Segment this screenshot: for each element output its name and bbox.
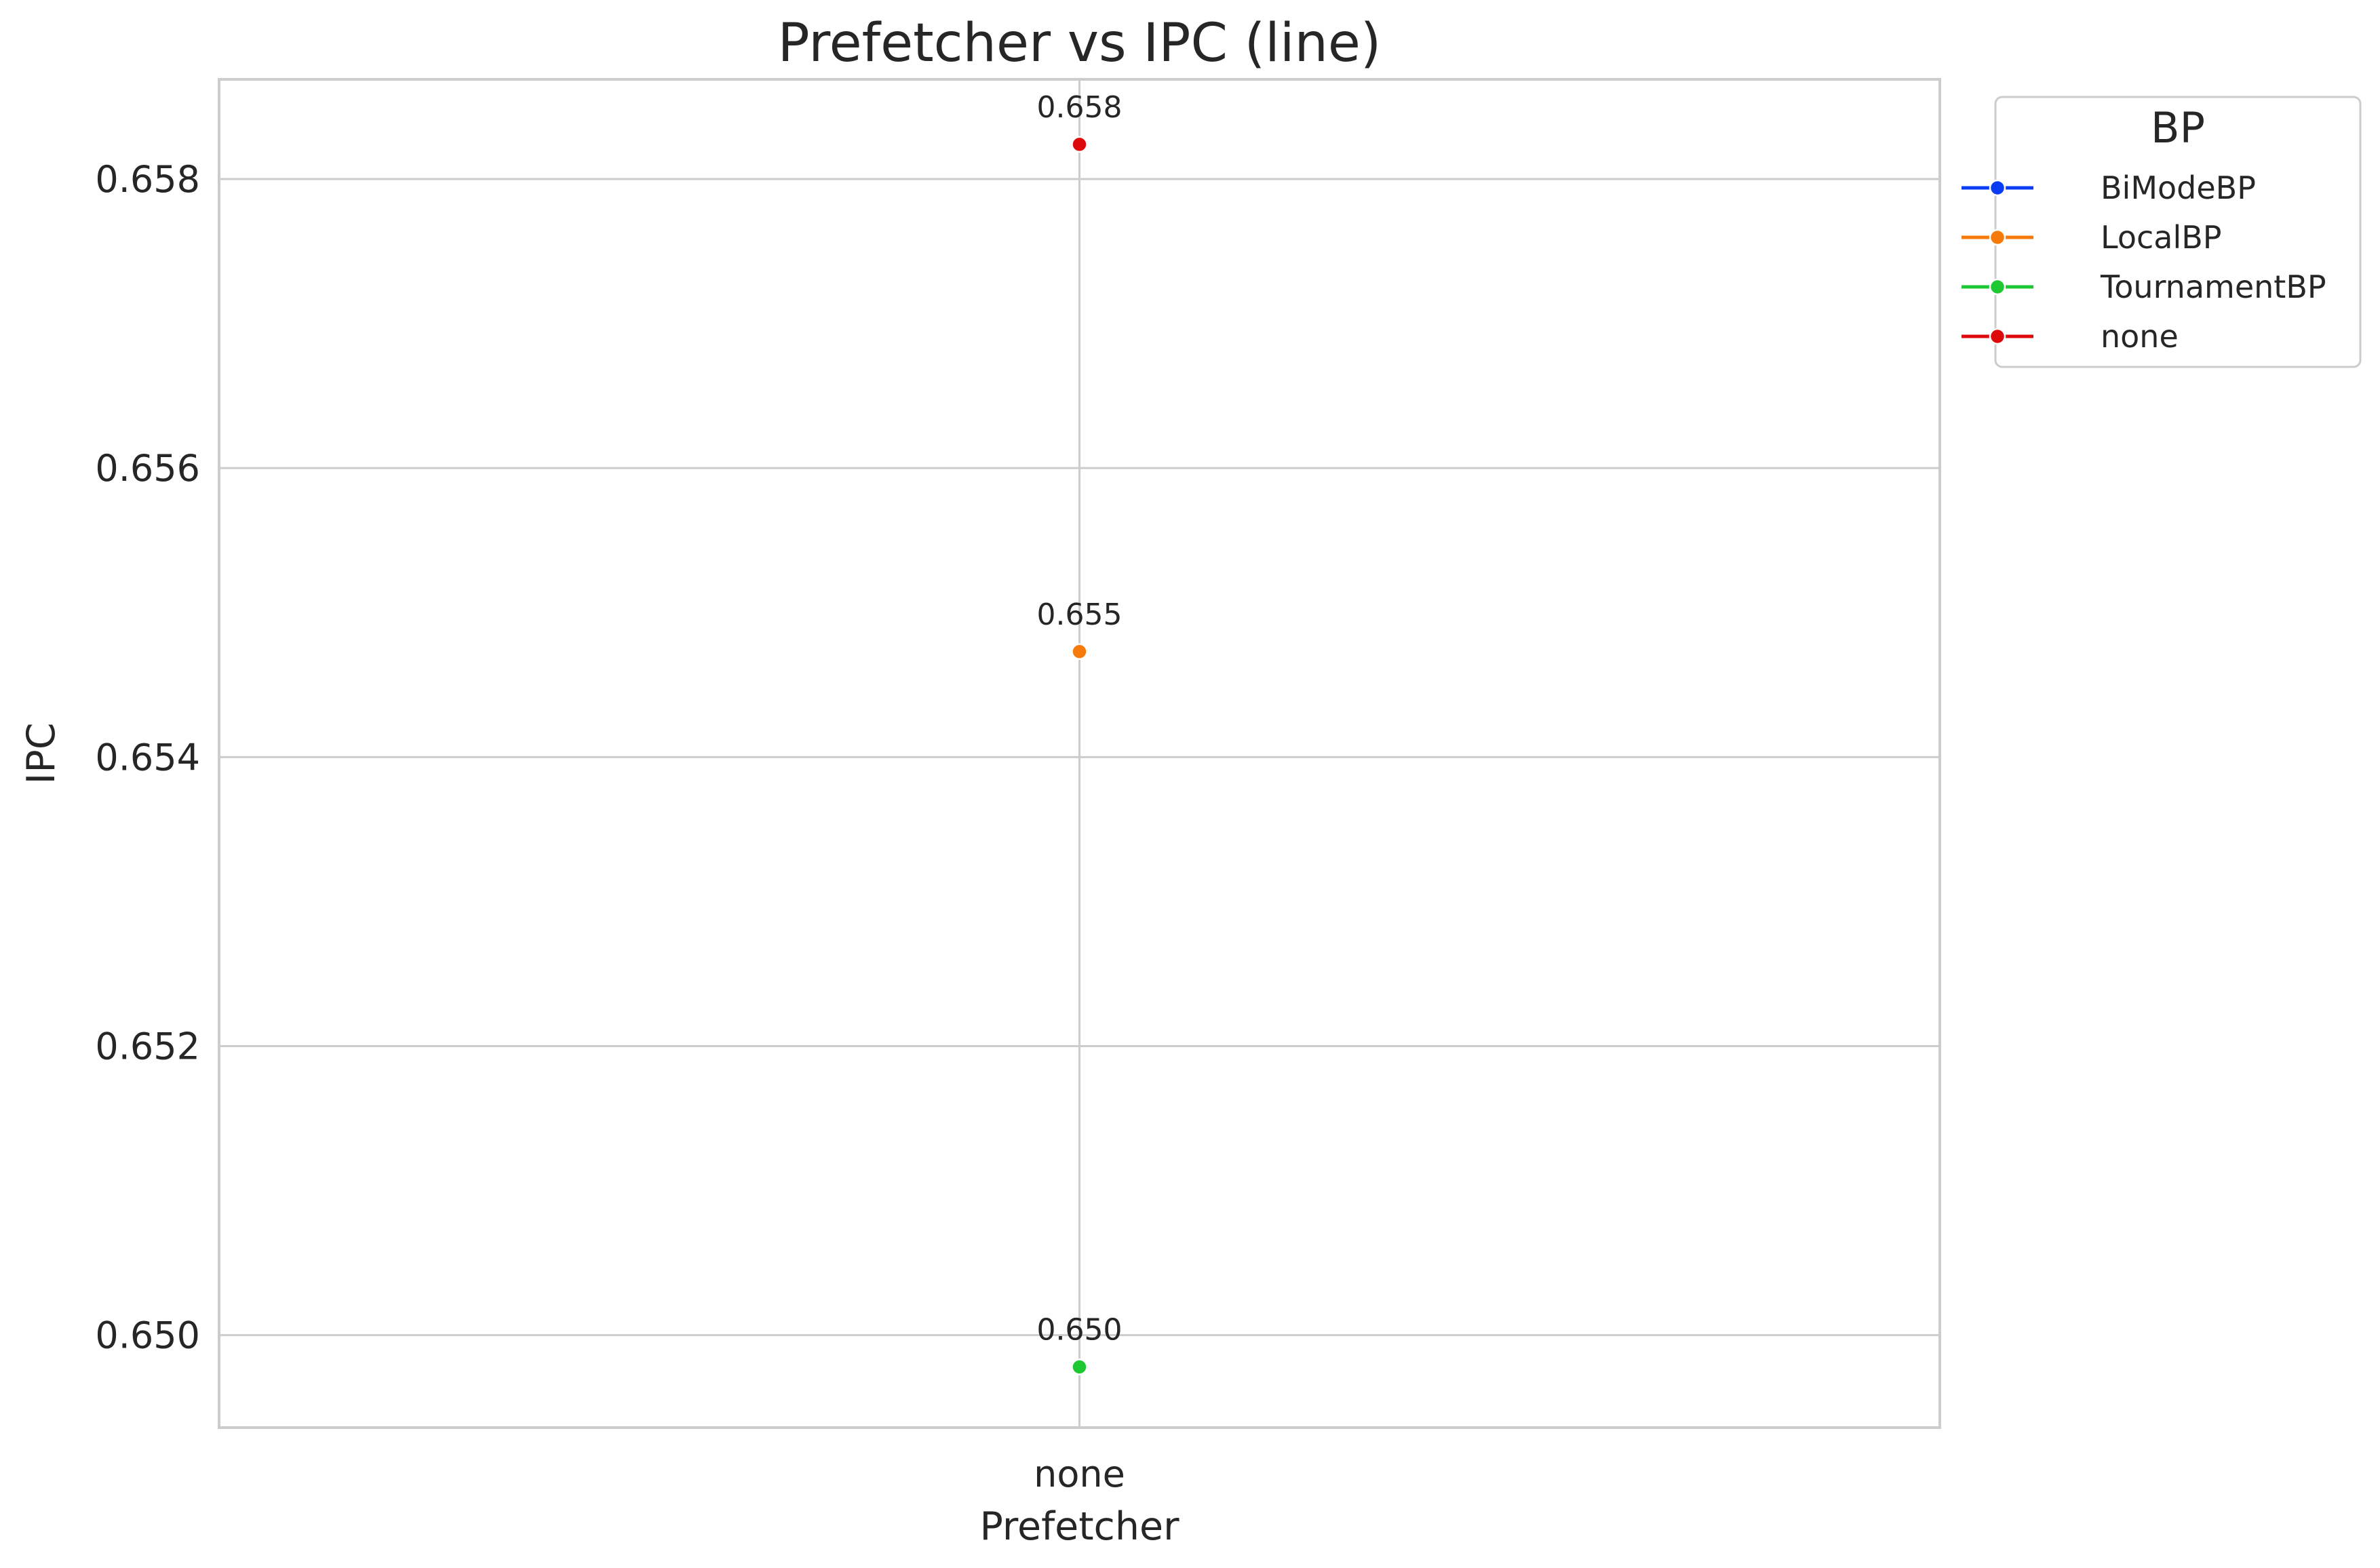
legend-marker — [1989, 179, 2006, 197]
legend-item-TournamentBP: TournamentBP — [1962, 269, 2326, 305]
legend-title: BP — [2151, 103, 2205, 153]
legend-item-none: none — [1962, 318, 2179, 355]
y-tick-label: 0.654 — [95, 736, 200, 779]
data-label: 0.650 — [1037, 1313, 1123, 1348]
legend-label: none — [2101, 318, 2179, 355]
series-TournamentBP: 0.650 — [1037, 1313, 1123, 1375]
y-axis-label: IPC — [19, 723, 64, 785]
y-axis-ticks: 0.650 0.652 0.654 0.656 0.658 — [95, 158, 200, 1357]
legend-item-BiModeBP: BiModeBP — [1962, 170, 2256, 206]
legend-label: LocalBP — [2101, 219, 2222, 256]
legend-marker — [1989, 278, 2006, 296]
data-point — [1071, 643, 1088, 661]
y-tick-label: 0.658 — [95, 158, 200, 201]
series-LocalBP: 0.655 — [1037, 597, 1123, 661]
x-axis-ticks: none — [1034, 1453, 1125, 1495]
legend: BP BiModeBP LocalBP TournamentBP none — [1962, 96, 2362, 368]
data-label: 0.650 — [1037, 1313, 1123, 1348]
y-tick-label: 0.656 — [95, 447, 200, 490]
legend-marker — [1989, 328, 2006, 345]
data-point — [1071, 136, 1088, 153]
plot-area-frame — [218, 78, 1941, 1429]
legend-marker — [1989, 229, 2006, 246]
series-none: 0.658 — [1037, 90, 1123, 153]
x-axis-label: Prefetcher — [979, 1504, 1179, 1549]
data-label: 0.655 — [1037, 597, 1123, 632]
y-tick-label: 0.652 — [95, 1025, 200, 1067]
data-label: 0.658 — [1037, 90, 1123, 125]
legend-label: TournamentBP — [2100, 269, 2326, 305]
legend-items: BiModeBP LocalBP TournamentBP none — [1962, 170, 2326, 355]
gridlines — [219, 79, 1940, 1428]
y-tick-label: 0.650 — [95, 1314, 200, 1357]
x-tick-label: none — [1034, 1453, 1125, 1495]
chart-title: Prefetcher vs IPC (line) — [778, 13, 1382, 74]
data-point — [1071, 1358, 1088, 1375]
legend-label: BiModeBP — [2101, 170, 2256, 206]
legend-item-LocalBP: LocalBP — [1962, 219, 2222, 256]
